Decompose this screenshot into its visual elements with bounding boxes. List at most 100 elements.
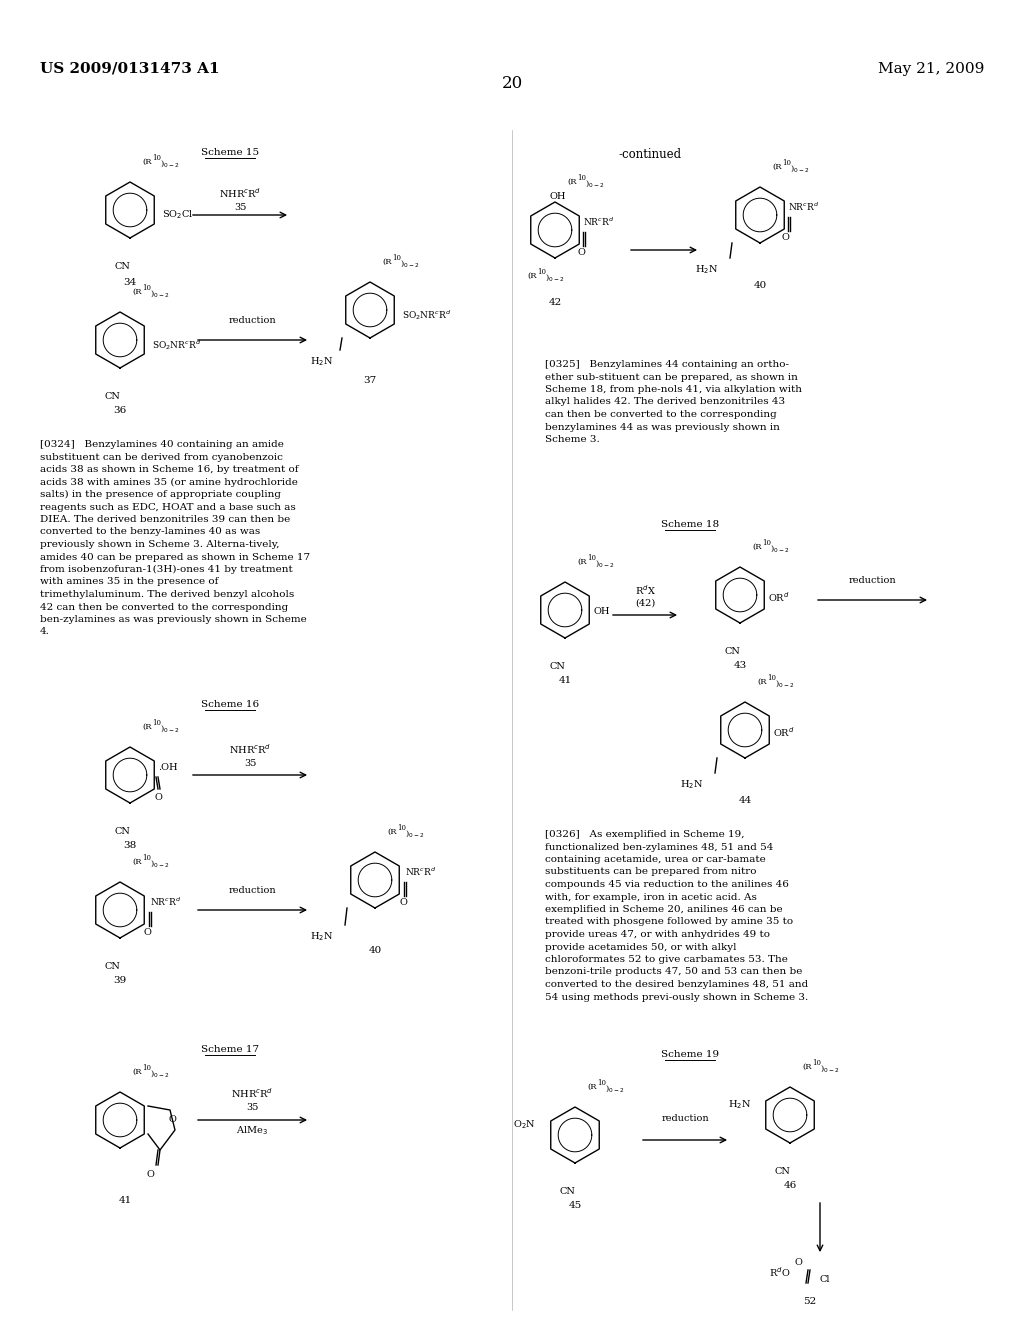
Text: 10: 10 [142,854,151,862]
Text: 4.: 4. [40,627,50,636]
Text: 35: 35 [244,759,256,768]
Text: converted to the desired benzylamines 48, 51 and: converted to the desired benzylamines 48… [545,979,808,989]
Text: )$_{0-2}$: )$_{0-2}$ [605,1082,625,1094]
Text: 10: 10 [587,554,596,562]
Text: with amines 35 in the presence of: with amines 35 in the presence of [40,578,218,586]
Text: OR$^d$: OR$^d$ [768,590,790,605]
Text: CN: CN [104,392,120,401]
Text: 39: 39 [114,975,127,985]
Text: SO$_2$NR$^c$R$^d$: SO$_2$NR$^c$R$^d$ [152,338,202,352]
Text: 10: 10 [392,253,401,261]
Text: Scheme 17: Scheme 17 [201,1045,259,1053]
Text: CN: CN [114,261,130,271]
Text: O: O [154,793,162,803]
Text: )$_{0-2}$: )$_{0-2}$ [150,858,169,869]
Text: reduction: reduction [228,315,275,325]
Text: [0326]   As exemplified in Scheme 19,: [0326] As exemplified in Scheme 19, [545,830,744,840]
Text: )$_{0-2}$: )$_{0-2}$ [406,828,424,840]
Text: (R: (R [772,162,781,172]
Text: (42): (42) [635,599,655,609]
Text: Cl: Cl [820,1275,830,1284]
Text: Scheme 15: Scheme 15 [201,148,259,157]
Text: O: O [399,898,407,907]
Text: )$_{0-2}$: )$_{0-2}$ [585,178,604,189]
Text: O: O [168,1115,176,1125]
Text: Scheme 19: Scheme 19 [660,1049,719,1059]
Text: H$_2$N: H$_2$N [310,355,334,368]
Text: 10: 10 [597,1078,606,1086]
Text: 10: 10 [142,1064,151,1072]
Text: (R: (R [387,828,396,836]
Text: OR$^d$: OR$^d$ [773,725,795,739]
Text: SO$_2$NR$^c$R$^d$: SO$_2$NR$^c$R$^d$ [402,308,452,322]
Text: CN: CN [774,1167,790,1176]
Text: May 21, 2009: May 21, 2009 [878,62,984,77]
Text: )$_{0-2}$: )$_{0-2}$ [160,158,179,169]
Text: DIEA. The derived benzonitriles 39 can then be: DIEA. The derived benzonitriles 39 can t… [40,515,290,524]
Text: provide ureas 47, or with anhydrides 49 to: provide ureas 47, or with anhydrides 49 … [545,931,770,939]
Text: O: O [782,234,790,242]
Text: can then be converted to the corresponding: can then be converted to the correspondi… [545,411,777,418]
Text: O: O [577,248,585,257]
Text: alkyl halides 42. The derived benzonitriles 43: alkyl halides 42. The derived benzonitri… [545,397,785,407]
Text: NHR$^c$R$^d$: NHR$^c$R$^d$ [230,1086,273,1100]
Text: compounds 45 via reduction to the anilines 46: compounds 45 via reduction to the anilin… [545,880,788,888]
Text: CN: CN [104,962,120,972]
Text: H$_2$N: H$_2$N [310,931,334,942]
Text: 10: 10 [782,158,791,168]
Text: OH: OH [550,191,566,201]
Text: (R: (R [142,723,152,731]
Text: benzylamines 44 as was previously shown in: benzylamines 44 as was previously shown … [545,422,780,432]
Text: converted to the benzy-lamines 40 as was: converted to the benzy-lamines 40 as was [40,528,260,536]
Text: containing acetamide, urea or car-bamate: containing acetamide, urea or car-bamate [545,855,766,865]
Text: amides 40 can be prepared as shown in Scheme 17: amides 40 can be prepared as shown in Sc… [40,553,310,561]
Text: CN: CN [724,647,740,656]
Text: 40: 40 [754,281,767,290]
Text: OH: OH [593,607,609,616]
Text: H$_2$N: H$_2$N [728,1098,752,1111]
Text: 41: 41 [558,676,571,685]
Text: (R: (R [752,543,762,550]
Text: 52: 52 [804,1298,816,1305]
Text: )$_{0-2}$: )$_{0-2}$ [770,543,790,554]
Text: AlMe$_3$: AlMe$_3$ [237,1125,268,1137]
Text: 35: 35 [233,203,246,213]
Text: 45: 45 [568,1201,582,1210]
Text: (R: (R [527,272,537,280]
Text: )$_{0-2}$: )$_{0-2}$ [790,162,809,174]
Text: 10: 10 [152,154,161,162]
Text: trimethylaluminum. The derived benzyl alcohols: trimethylaluminum. The derived benzyl al… [40,590,294,599]
Text: O: O [146,1170,154,1179]
Text: O$_2$N: O$_2$N [513,1118,536,1131]
Text: 41: 41 [119,1196,132,1205]
Text: 10: 10 [812,1059,821,1067]
Text: NR$^c$R$^d$: NR$^c$R$^d$ [583,215,614,228]
Text: CN: CN [114,828,130,836]
Text: 10: 10 [577,174,586,182]
Text: 10: 10 [537,268,546,276]
Text: 10: 10 [152,719,161,727]
Text: 10: 10 [767,675,776,682]
Text: NR$^c$R$^d$: NR$^c$R$^d$ [788,201,819,214]
Text: 20: 20 [502,75,522,92]
Text: )$_{0-2}$: )$_{0-2}$ [595,558,614,569]
Text: NR$^c$R$^d$: NR$^c$R$^d$ [406,866,436,878]
Text: (R: (R [757,678,767,686]
Text: 10: 10 [397,824,406,832]
Text: 40: 40 [369,946,382,954]
Text: salts) in the presence of appropriate coupling: salts) in the presence of appropriate co… [40,490,281,499]
Text: )$_{0-2}$: )$_{0-2}$ [150,1068,169,1078]
Text: SO$_2$Cl: SO$_2$Cl [162,209,194,222]
Text: (R: (R [132,858,141,866]
Text: .OH: .OH [158,763,177,771]
Text: CN: CN [559,1187,574,1196]
Text: acids 38 with amines 35 (or amine hydrochloride: acids 38 with amines 35 (or amine hydroc… [40,478,298,487]
Text: 44: 44 [738,796,752,805]
Text: ben-zylamines as was previously shown in Scheme: ben-zylamines as was previously shown in… [40,615,307,624]
Text: NHR$^c$R$^d$: NHR$^c$R$^d$ [228,742,271,756]
Text: H$_2$N: H$_2$N [680,777,703,791]
Text: Scheme 16: Scheme 16 [201,700,259,709]
Text: )$_{0-2}$: )$_{0-2}$ [400,257,420,269]
Text: functionalized ben-zylamines 48, 51 and 54: functionalized ben-zylamines 48, 51 and … [545,842,773,851]
Text: provide acetamides 50, or with alkyl: provide acetamides 50, or with alkyl [545,942,736,952]
